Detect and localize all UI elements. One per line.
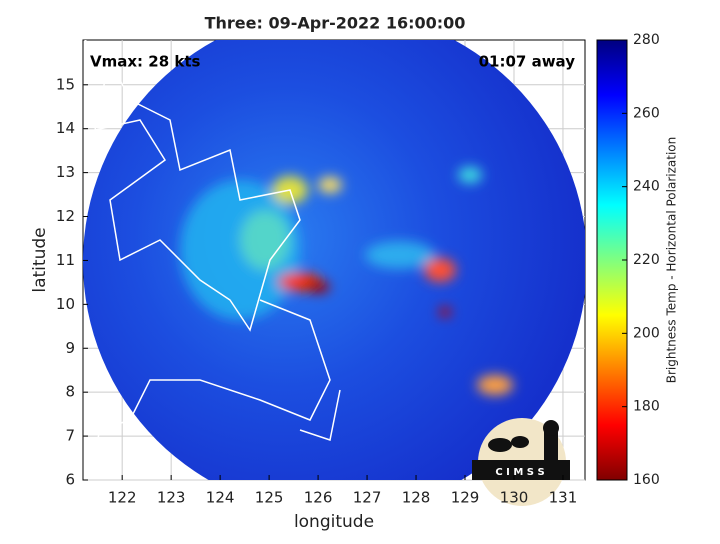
annotation: 01:07 away xyxy=(479,53,576,71)
x-tick-label: 128 xyxy=(402,489,431,507)
y-tick-label: 12 xyxy=(56,207,75,225)
x-tick-label: 124 xyxy=(206,489,235,507)
x-tick-label: 129 xyxy=(451,489,480,507)
colorbar-tick-label: 260 xyxy=(633,105,660,121)
colorbar-tick-label: 180 xyxy=(633,399,660,415)
y-tick-label: 14 xyxy=(56,119,75,137)
y-tick-label: 9 xyxy=(65,339,75,357)
y-tick-label: 11 xyxy=(56,251,75,269)
x-tick-label: 123 xyxy=(157,489,186,507)
y-tick-label: 15 xyxy=(56,75,75,93)
x-axis-label: longitude xyxy=(294,512,374,532)
y-tick-label: 8 xyxy=(65,383,75,401)
x-tick-label: 130 xyxy=(500,489,529,507)
colorbar-tick-label: 200 xyxy=(633,325,660,341)
y-tick-label: 7 xyxy=(65,427,75,445)
y-axis-label: latitude xyxy=(30,227,50,292)
x-tick-label: 131 xyxy=(549,489,578,507)
logo-text: C I M S S xyxy=(495,467,544,478)
satellite-image xyxy=(83,40,585,480)
x-tick-label: 122 xyxy=(108,489,137,507)
colorbar-tick-label: 240 xyxy=(633,179,660,195)
x-tick-label: 126 xyxy=(304,489,333,507)
chart-title: Three: 09-Apr-2022 16:00:00 xyxy=(205,14,466,33)
y-tick-label: 13 xyxy=(56,163,75,181)
annotation: Vmax: 28 kts xyxy=(90,53,200,71)
y-tick-label: 10 xyxy=(56,295,75,313)
colorbar-tick-label: 220 xyxy=(633,252,660,268)
colorbar-label: Brightness Temp - Horizontal Polarizatio… xyxy=(665,137,679,384)
x-tick-label: 127 xyxy=(353,489,382,507)
x-tick-label: 125 xyxy=(255,489,284,507)
y-tick-label: 6 xyxy=(65,471,75,489)
logo: C I M S S xyxy=(472,418,570,506)
colorbar-tick-label: 280 xyxy=(633,32,660,48)
colorbar-tick-label: 160 xyxy=(633,472,660,488)
